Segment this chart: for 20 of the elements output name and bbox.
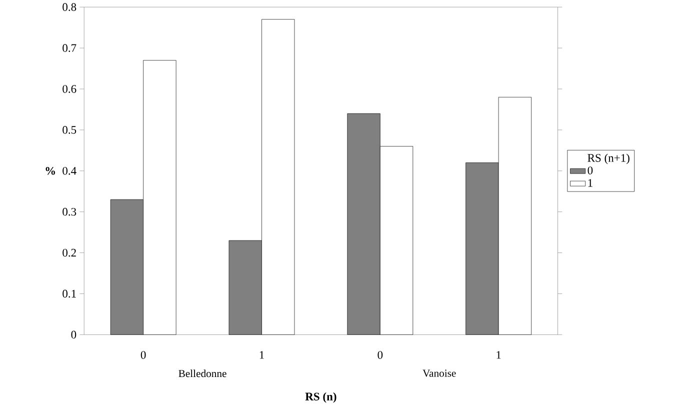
y-axis-title: %	[46, 167, 56, 175]
y-tick-label: 0.6	[62, 85, 76, 93]
y-tick-label: 0	[71, 330, 76, 339]
legend-title: RS (n+1)	[588, 154, 630, 164]
y-tick-label: 0.4	[62, 167, 76, 175]
y-tick-label: 0.8	[62, 3, 76, 12]
text: Vanoise	[422, 370, 456, 377]
legend-label: 0	[588, 166, 593, 174]
x-axis-title: RS (n)	[305, 392, 336, 403]
y-tick-label: 0.5	[62, 126, 76, 134]
x-tick-label: 0	[140, 351, 146, 359]
text: Belledonne	[178, 370, 226, 378]
x-tick-label: 1	[496, 351, 501, 359]
y-tick-label: 0.1	[62, 290, 76, 298]
y-tick-label: 0.3	[62, 208, 76, 216]
y-tick-label: 0.2	[62, 248, 76, 257]
x-tick-label: 0	[378, 351, 383, 359]
legend-label: 1	[588, 179, 592, 187]
x-tick-label: 1	[260, 351, 264, 359]
y-tick-label: 0.7	[62, 44, 76, 52]
